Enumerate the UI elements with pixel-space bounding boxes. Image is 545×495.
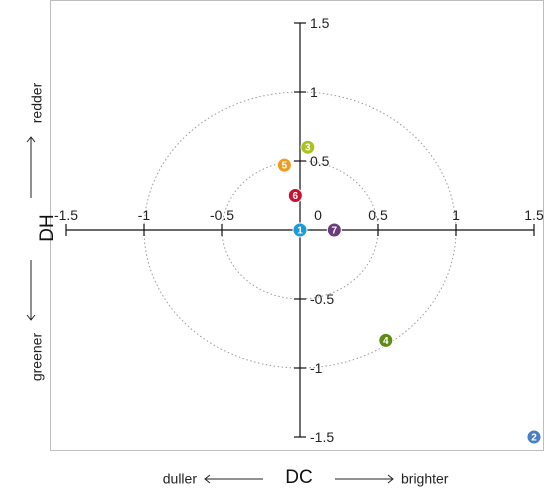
x-tick-label: -1.5 [54, 207, 78, 223]
point-5: 5 [276, 157, 292, 173]
point-3: 3 [300, 139, 316, 155]
y-negative-label: greener [29, 333, 45, 382]
y-tick-label: -1 [310, 360, 323, 376]
x-tick-label: -0.5 [210, 207, 234, 223]
point-label: 4 [383, 336, 389, 347]
x-tick-label: 1 [452, 207, 460, 223]
point-4: 4 [378, 332, 394, 348]
x-positive-label: brighter [401, 471, 449, 487]
y-tick-label: 0.5 [310, 153, 330, 169]
point-marker [287, 188, 303, 203]
plot-frame [50, 0, 544, 451]
y-tick-label: -1.5 [310, 429, 334, 445]
point-6: 6 [287, 188, 303, 203]
y-tick-label: 1 [310, 84, 318, 100]
x-tick-label: 1.5 [524, 207, 544, 223]
x-tick-label: 0.5 [368, 207, 388, 223]
point-label: 3 [305, 143, 311, 154]
x-axis-title: DC [285, 467, 312, 488]
point-label: 1 [297, 226, 303, 237]
y-down-arrow [26, 260, 36, 321]
y-tick-label: -0.5 [310, 291, 334, 307]
x-tick-label: -1 [138, 207, 151, 223]
point-marker [526, 429, 542, 445]
point-1: 1 [292, 222, 308, 238]
point-label: 5 [282, 161, 288, 172]
point-marker [292, 222, 308, 238]
y-positive-label: redder [29, 82, 45, 123]
point-label: 6 [293, 191, 299, 202]
x-left-arrow [204, 474, 263, 484]
x-ticks: -1.5 -1 -0.5 0 0.5 1 1.5 [54, 207, 544, 236]
point-marker [276, 157, 292, 173]
x-tick-label: 0 [314, 207, 322, 223]
point-7: 7 [326, 222, 342, 238]
y-up-arrow [26, 136, 36, 198]
x-right-arrow [335, 474, 394, 484]
y-ticks: 1.5 1 0.5 -0.5 -1 -1.5 [294, 15, 334, 445]
point-marker [378, 332, 394, 348]
point-label: 7 [332, 226, 338, 237]
point-2: 2 [526, 429, 542, 445]
x-negative-label: duller [163, 471, 198, 487]
point-marker [300, 139, 316, 155]
point-label: 2 [531, 433, 537, 444]
point-marker [326, 222, 342, 238]
data-points: 1 2 3 4 5 6 7 [276, 139, 542, 445]
y-tick-label: 1.5 [310, 15, 330, 31]
y-axis-title: DH [37, 214, 58, 241]
